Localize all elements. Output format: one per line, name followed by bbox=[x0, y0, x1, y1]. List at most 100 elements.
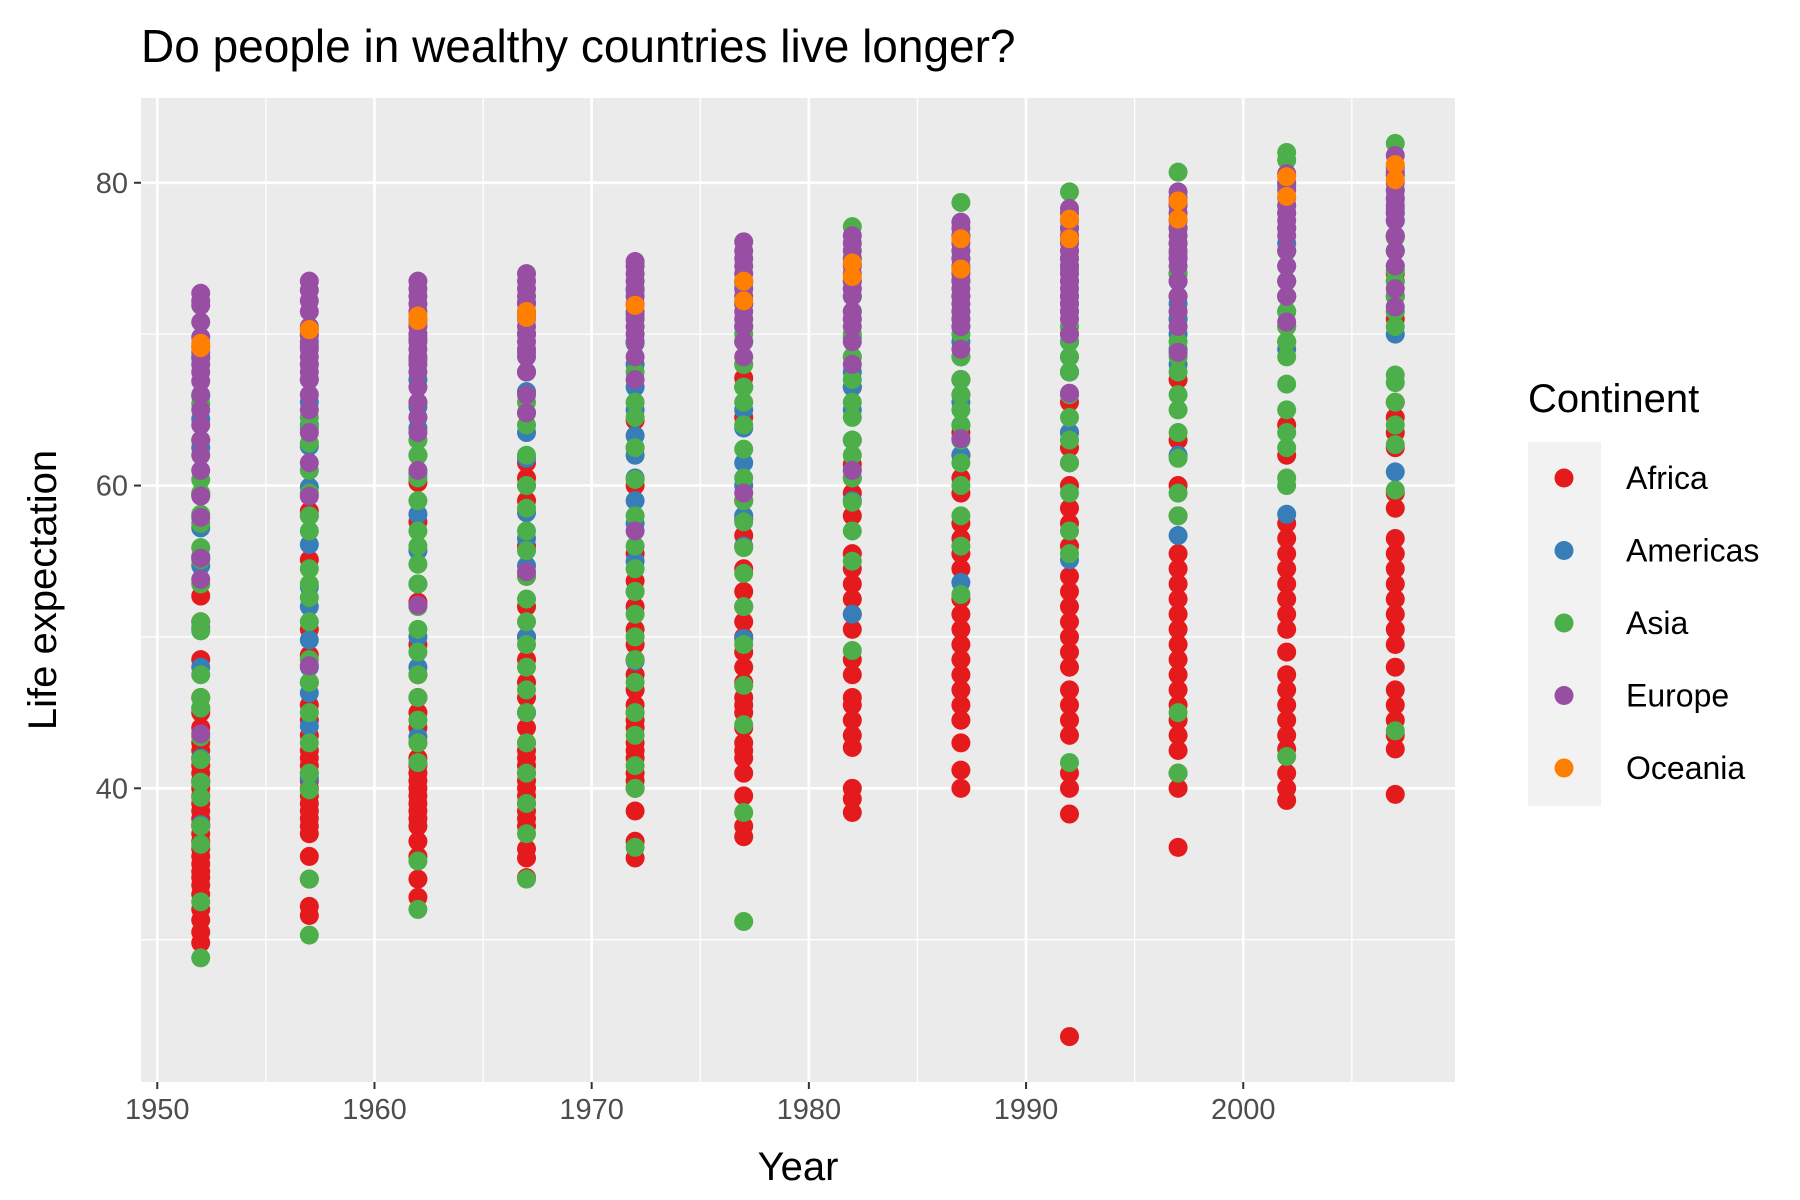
point-europe bbox=[1385, 297, 1405, 317]
point-asia bbox=[1277, 142, 1297, 162]
point-africa bbox=[1385, 680, 1405, 700]
point-europe bbox=[1168, 342, 1188, 362]
legend-label-africa: Africa bbox=[1626, 460, 1708, 496]
point-europe bbox=[517, 362, 537, 382]
point-americas bbox=[299, 630, 319, 650]
point-asia bbox=[1059, 753, 1079, 773]
point-europe bbox=[191, 569, 211, 589]
point-asia bbox=[191, 772, 211, 792]
point-africa bbox=[842, 778, 862, 798]
point-americas bbox=[299, 535, 319, 555]
point-asia bbox=[951, 400, 971, 420]
point-asia bbox=[1168, 400, 1188, 420]
point-asia bbox=[842, 641, 862, 661]
point-africa bbox=[1277, 695, 1297, 715]
point-asia bbox=[1385, 392, 1405, 412]
point-asia bbox=[1168, 362, 1188, 382]
point-asia bbox=[842, 492, 862, 512]
point-americas bbox=[1277, 504, 1297, 524]
x-axis: 1950 1960 1970 1980 1990 2000 bbox=[125, 1082, 1275, 1126]
legend-label-americas: Americas bbox=[1626, 533, 1759, 569]
y-tick-label: 40 bbox=[96, 773, 128, 805]
point-americas bbox=[408, 504, 428, 524]
point-asia bbox=[517, 869, 537, 889]
point-africa bbox=[951, 710, 971, 730]
point-africa bbox=[299, 846, 319, 866]
point-africa bbox=[734, 816, 754, 836]
point-oceania bbox=[842, 253, 862, 273]
point-asia bbox=[842, 521, 862, 541]
point-asia bbox=[299, 763, 319, 783]
point-asia bbox=[408, 733, 428, 753]
point-asia bbox=[951, 192, 971, 212]
point-europe bbox=[408, 595, 428, 615]
point-africa bbox=[1385, 529, 1405, 549]
point-asia bbox=[1385, 435, 1405, 455]
y-tick-label: 60 bbox=[96, 471, 128, 503]
point-africa bbox=[1059, 582, 1079, 602]
point-asia bbox=[299, 925, 319, 945]
point-asia bbox=[1385, 365, 1405, 385]
point-asia bbox=[734, 715, 754, 735]
point-oceania bbox=[951, 259, 971, 279]
point-europe bbox=[625, 347, 645, 367]
point-asia bbox=[517, 824, 537, 844]
point-asia bbox=[299, 521, 319, 541]
point-africa bbox=[1277, 642, 1297, 662]
point-africa bbox=[1385, 559, 1405, 579]
point-africa bbox=[517, 718, 537, 738]
point-europe bbox=[951, 339, 971, 359]
point-oceania bbox=[1277, 186, 1297, 206]
point-asia bbox=[734, 634, 754, 654]
point-africa bbox=[1059, 597, 1079, 617]
point-europe bbox=[1059, 324, 1079, 344]
point-europe bbox=[191, 460, 211, 480]
point-africa bbox=[1168, 650, 1188, 670]
point-asia bbox=[1385, 721, 1405, 741]
point-asia bbox=[734, 675, 754, 695]
point-asia bbox=[517, 589, 537, 609]
point-europe bbox=[734, 332, 754, 352]
point-asia bbox=[625, 438, 645, 458]
legend-key-americas bbox=[1554, 541, 1574, 560]
point-europe bbox=[951, 212, 971, 232]
point-asia bbox=[299, 574, 319, 594]
point-asia bbox=[842, 551, 862, 571]
grid-major bbox=[141, 98, 1455, 1082]
point-africa bbox=[1277, 559, 1297, 579]
point-africa bbox=[1059, 680, 1079, 700]
point-africa bbox=[1059, 657, 1079, 677]
legend-key-africa bbox=[1554, 468, 1574, 488]
point-asia bbox=[1168, 162, 1188, 182]
point-africa bbox=[734, 786, 754, 806]
point-asia bbox=[1059, 347, 1079, 367]
point-africa bbox=[1168, 589, 1188, 609]
legend-label-europe: Europe bbox=[1626, 678, 1729, 714]
point-africa bbox=[1277, 665, 1297, 685]
point-asia bbox=[951, 476, 971, 496]
point-africa bbox=[1385, 619, 1405, 639]
point-asia bbox=[951, 536, 971, 556]
point-asia bbox=[408, 753, 428, 773]
point-europe bbox=[734, 232, 754, 252]
point-europe bbox=[408, 271, 428, 291]
point-asia bbox=[1059, 362, 1079, 382]
point-asia bbox=[734, 415, 754, 435]
point-africa bbox=[1277, 619, 1297, 639]
point-africa bbox=[1168, 574, 1188, 594]
point-africa bbox=[734, 733, 754, 753]
legend-key-europe bbox=[1554, 686, 1574, 705]
point-africa bbox=[842, 574, 862, 594]
point-europe bbox=[191, 312, 211, 332]
point-europe bbox=[408, 423, 428, 443]
point-africa bbox=[842, 619, 862, 639]
point-europe bbox=[1385, 279, 1405, 299]
point-americas bbox=[1385, 462, 1405, 482]
point-asia bbox=[842, 370, 862, 390]
point-europe bbox=[1168, 301, 1188, 321]
point-africa bbox=[1277, 763, 1297, 783]
point-europe bbox=[191, 548, 211, 568]
point-europe bbox=[191, 430, 211, 450]
